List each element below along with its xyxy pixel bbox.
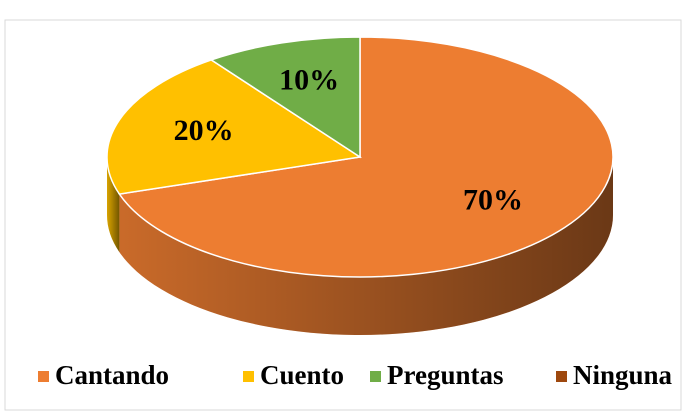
pie-side-shade <box>119 157 614 336</box>
data-label: 20% <box>174 114 234 147</box>
data-label: 10% <box>279 64 339 97</box>
legend-swatch <box>243 371 254 382</box>
pie-side-shade <box>107 157 120 253</box>
legend-label: Cantando <box>55 360 169 390</box>
pie-slice <box>106 59 363 195</box>
pie-slice <box>118 36 614 278</box>
legend-swatch <box>556 371 567 382</box>
pie-slice <box>209 36 361 159</box>
legend-label: Preguntas <box>387 360 504 390</box>
legend-label: Cuento <box>260 360 344 390</box>
legend-swatch <box>370 371 381 382</box>
legend-swatch <box>38 371 49 382</box>
data-label: 70% <box>463 184 523 217</box>
legend-label: Ninguna <box>573 360 673 390</box>
